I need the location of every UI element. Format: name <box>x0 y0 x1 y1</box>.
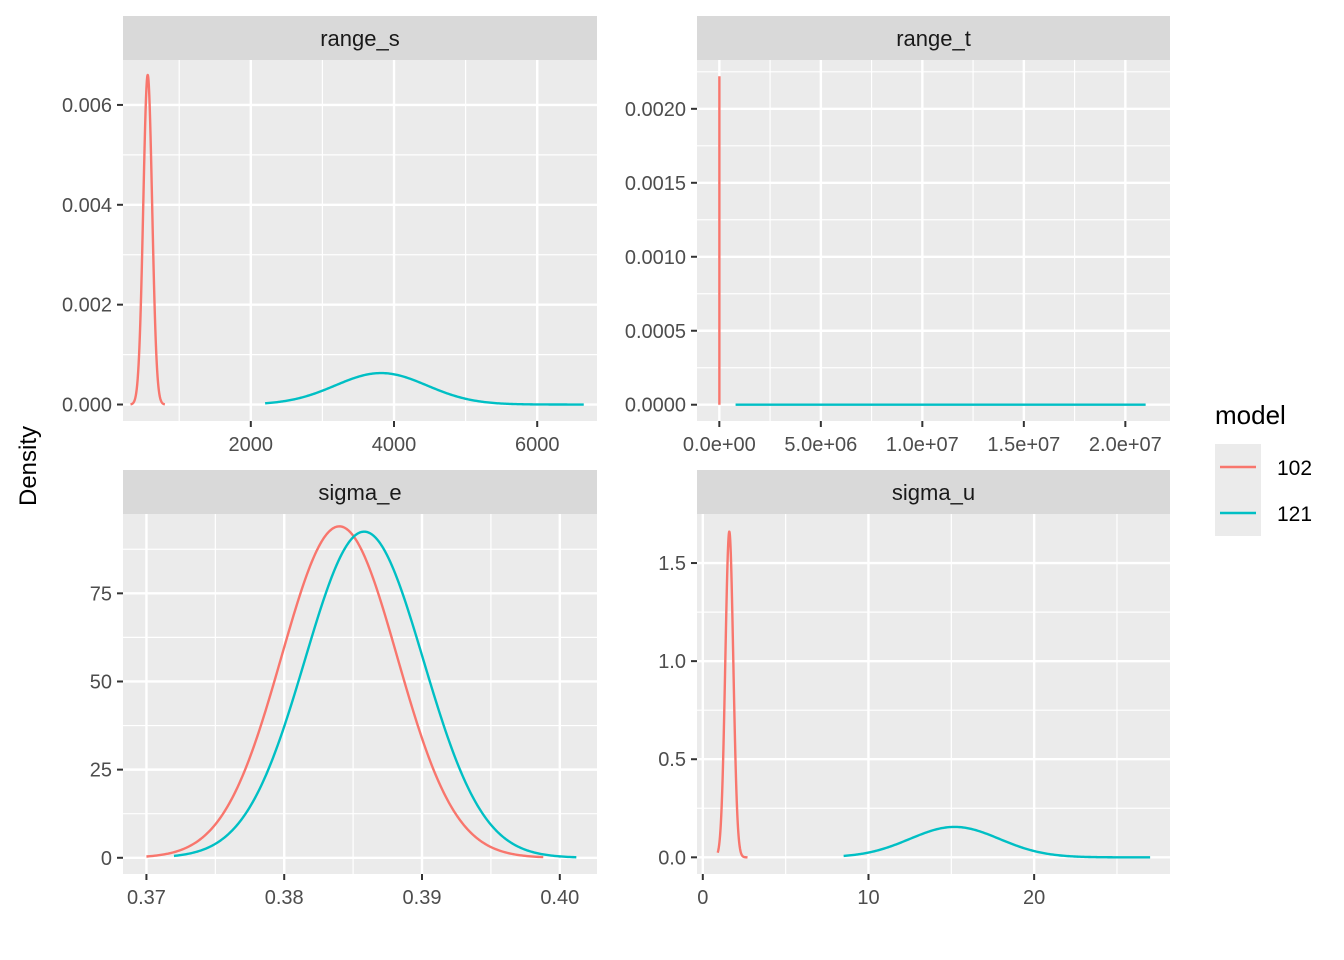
x-tick-label: 5.0e+06 <box>784 434 857 456</box>
y-tick-label: 25 <box>90 760 112 782</box>
y-tick-label: 0.0000 <box>625 395 686 417</box>
y-tick-label: 0.0005 <box>625 321 686 343</box>
y-tick-label: 0.000 <box>62 395 112 417</box>
y-tick-label: 0.004 <box>62 195 112 217</box>
density-line-102 <box>146 525 544 859</box>
y-axis-title: Density <box>15 426 42 506</box>
facet-strip-label: range_t <box>896 26 971 51</box>
x-tick-label: 1.5e+07 <box>987 434 1060 456</box>
facet-sigma_e: sigma_e 0.37 0.38 0.39 0.40 0 25 50 75 <box>90 470 597 909</box>
y-tick-label: 0.0010 <box>625 247 686 269</box>
facet-strip-label: sigma_e <box>318 480 401 505</box>
x-tick-label: 20 <box>1023 887 1045 909</box>
x-tick-label: 0.37 <box>127 887 166 909</box>
facet-sigma_u: sigma_u 0 10 20 0.0 0.5 1.0 1.5 <box>658 470 1170 909</box>
legend-label: 102 <box>1277 457 1312 480</box>
x-tick-label: 4000 <box>372 434 417 456</box>
facet-strip <box>697 16 1170 60</box>
y-tick-label: 0.5 <box>658 749 686 771</box>
legend-item-102: 102 <box>1215 444 1312 490</box>
legend-title: model <box>1215 400 1286 430</box>
legend: model 102 121 <box>1215 400 1312 536</box>
x-tick-label: 0.40 <box>540 887 579 909</box>
x-tick-label: 0.38 <box>265 887 304 909</box>
y-tick-label: 0.0 <box>658 847 686 869</box>
legend-item-121: 121 <box>1215 490 1312 536</box>
facet-range_t: range_t 0.0e+00 5.0e+06 1.0e+07 1.5e+07 2.0e+… <box>625 16 1170 456</box>
y-tick-label: 0.0020 <box>625 99 686 121</box>
facet-strip <box>123 470 597 514</box>
y-tick-label: 0 <box>101 848 112 870</box>
panel-background <box>123 60 597 421</box>
facet-strip-label: range_s <box>320 26 400 51</box>
y-tick-label: 75 <box>90 583 112 605</box>
density-line-121 <box>173 530 577 859</box>
density-line-102 <box>129 73 166 406</box>
x-tick-label: 2.0e+07 <box>1089 434 1162 456</box>
panel-background <box>697 514 1170 874</box>
x-tick-label: 0.0e+00 <box>683 434 756 456</box>
panel-background <box>697 60 1170 421</box>
y-tick-label: 1.5 <box>658 553 686 575</box>
facet-strip <box>697 470 1170 514</box>
y-tick-label: 0.002 <box>62 295 112 317</box>
panel-background <box>123 514 597 874</box>
x-tick-label: 0 <box>697 887 708 909</box>
x-tick-label: 6000 <box>515 434 560 456</box>
x-tick-label: 0.39 <box>403 887 442 909</box>
density-line-121 <box>265 371 584 406</box>
facet-strip <box>123 16 597 60</box>
y-tick-label: 50 <box>90 671 112 693</box>
facet-strip-label: sigma_u <box>892 480 975 505</box>
facet-range_s: range_s 2000 4000 6000 0.000 0.002 0.004 0.006 <box>62 16 597 456</box>
y-tick-label: 0.0015 <box>625 173 686 195</box>
legend-label: 121 <box>1277 503 1312 526</box>
x-tick-label: 1.0e+07 <box>886 434 959 456</box>
x-tick-label: 2000 <box>229 434 274 456</box>
y-tick-label: 0.006 <box>62 95 112 117</box>
x-tick-label: 10 <box>857 887 879 909</box>
density-line-102 <box>716 530 749 859</box>
y-tick-label: 1.0 <box>658 651 686 673</box>
density-line-121 <box>843 825 1151 859</box>
